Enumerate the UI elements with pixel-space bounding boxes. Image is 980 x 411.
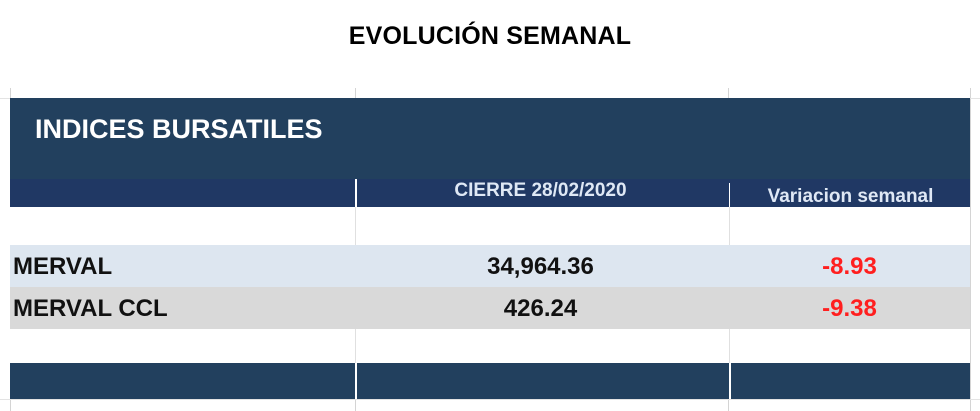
table-footer-band [10,363,970,399]
column-separator [729,329,730,363]
weekly-change: -8.93 [822,253,877,280]
close-value: 426.24 [503,295,578,322]
table-row: MERVAL CCL 426.24 -9.38 [10,287,970,329]
column-separator [355,329,356,363]
column-header-change: Variacion semanal [729,183,971,211]
indices-table: INDICES BURSATILES CIERRE 28/02/2020 Var… [10,98,970,399]
index-name: MERVAL [13,253,113,280]
column-separator [355,363,357,399]
table-header-row: CIERRE 28/02/2020 Variacion semanal [10,179,970,211]
column-separator [729,207,730,245]
column-separator [355,207,356,245]
index-name: MERVAL CCL [13,295,168,322]
column-separator [355,179,357,207]
column-header-close: CIERRE 28/02/2020 [454,180,627,201]
weekly-change: -9.38 [822,295,877,322]
column-separator [729,363,731,399]
page-title: EVOLUCIÓN SEMANAL [348,22,632,50]
blank-row [10,207,970,245]
blank-row [10,329,970,363]
close-value: 34,964.36 [487,253,594,280]
grid-line [0,399,980,400]
table-row: MERVAL 34,964.36 -8.93 [10,245,970,287]
table-title-band: INDICES BURSATILES [10,98,970,180]
grid-line [970,88,971,411]
table-title: INDICES BURSATILES [35,114,323,144]
